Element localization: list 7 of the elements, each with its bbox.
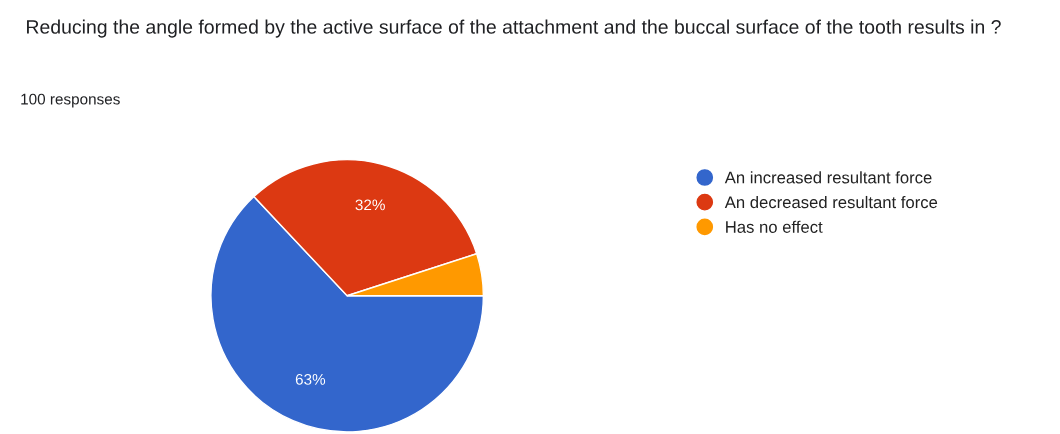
legend-label: An increased resultant force	[724, 171, 932, 184]
legend-label: Has no effect	[726, 220, 823, 233]
data-label: 32%	[355, 199, 385, 211]
text: 100 responses	[21, 93, 120, 108]
legend-label: An decreased resultant force	[724, 195, 938, 209]
chart-title: Reducing the angle formed by the active surface of the attachment and the buccal surface of the tooth results in ?	[27, 19, 1001, 38]
data-label: 63%	[295, 373, 326, 385]
